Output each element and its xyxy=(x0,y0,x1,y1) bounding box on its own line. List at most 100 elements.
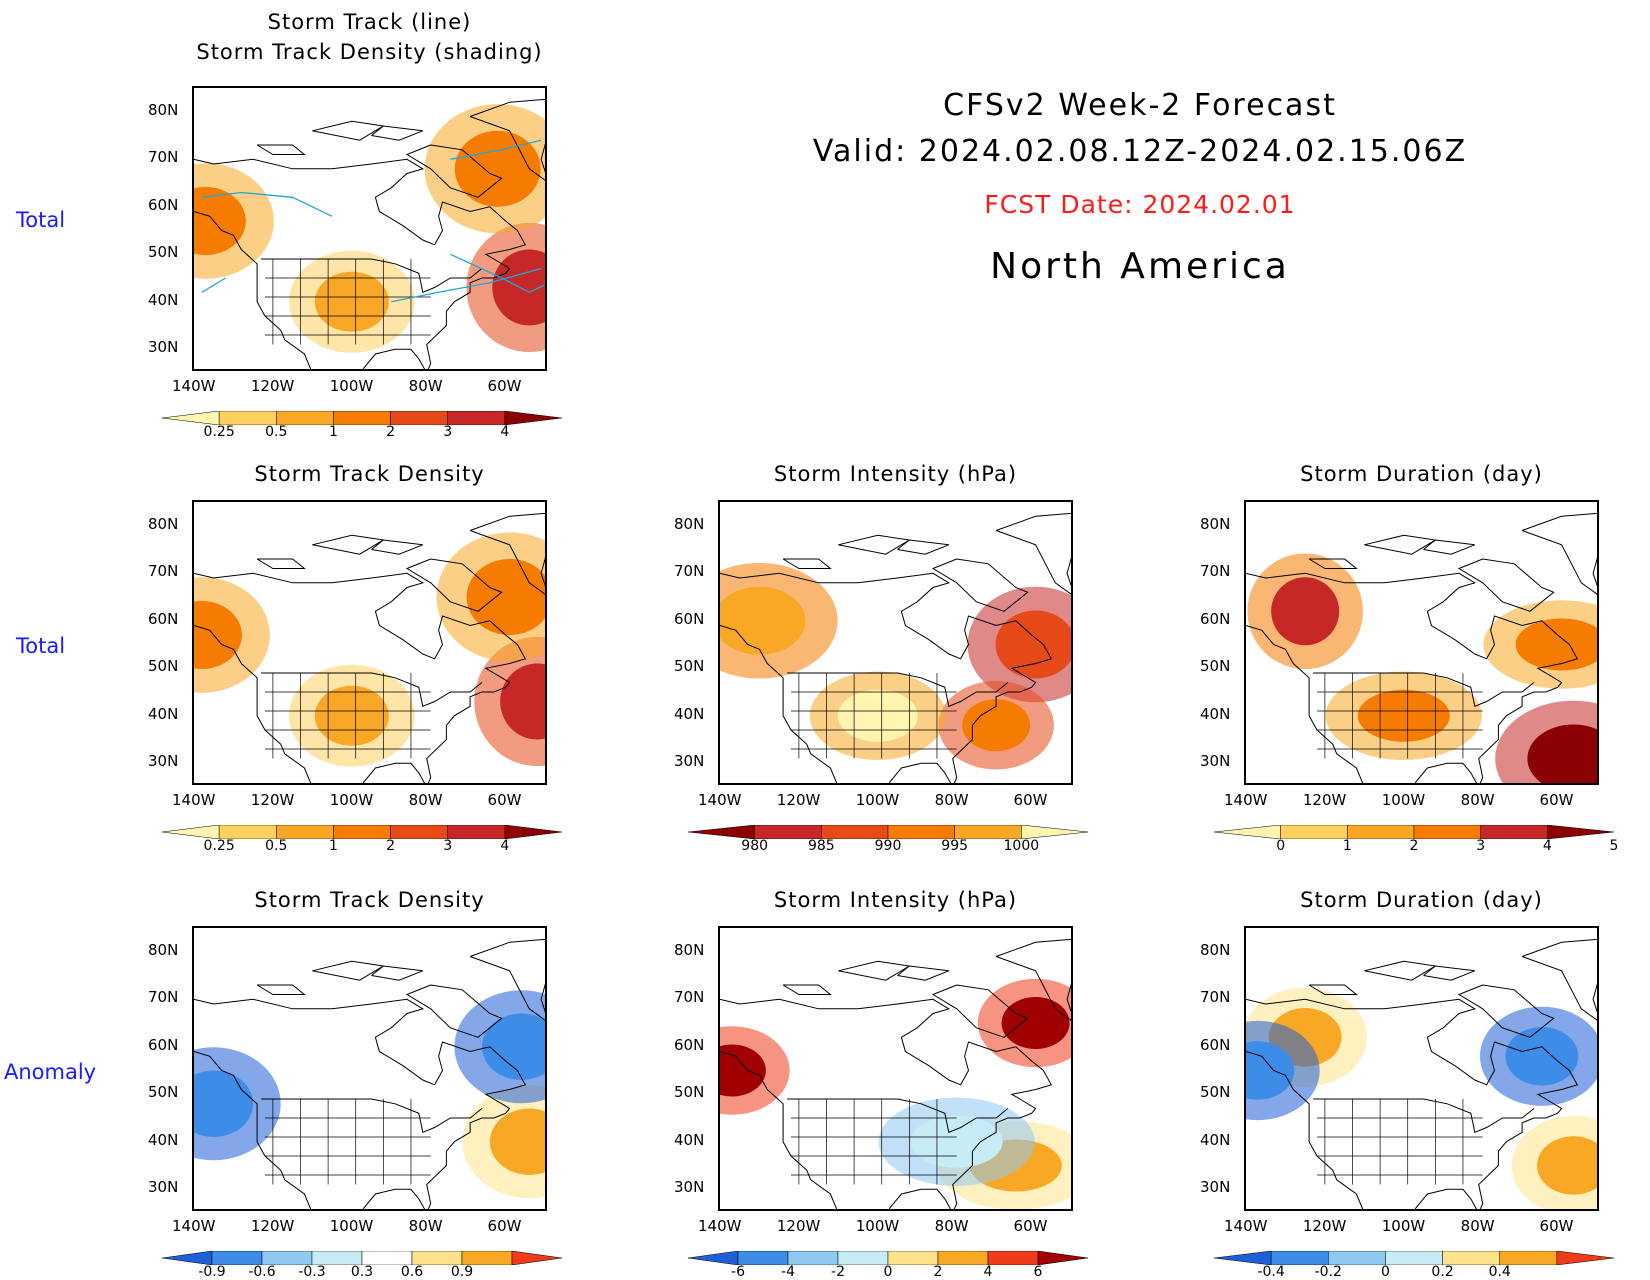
lat-tick-label: 50N xyxy=(674,1083,705,1102)
region-title: North America xyxy=(990,246,1290,287)
coastline xyxy=(256,144,306,155)
lat-tick-label: 30N xyxy=(1200,752,1231,771)
colorbar-tick-label: 1 xyxy=(328,838,338,854)
lon-tick-label: 60W xyxy=(487,1217,522,1235)
shade-region xyxy=(837,689,918,742)
colorbar-swatch xyxy=(390,411,448,425)
colorbar-tick-label: 5 xyxy=(1609,838,1619,854)
map-frame xyxy=(1244,500,1599,785)
lat-tick-label: 30N xyxy=(674,752,705,771)
colorbar-tick-label: 3 xyxy=(1476,838,1486,854)
chart-title: Storm Duration (day) xyxy=(1300,462,1543,486)
colorbar-swatch xyxy=(1347,825,1415,839)
storm-track-line xyxy=(391,267,542,303)
shade-region xyxy=(466,559,545,635)
coastline xyxy=(931,984,1029,1038)
colorbar xyxy=(687,1251,1089,1265)
shade-region xyxy=(314,685,389,746)
coastline xyxy=(312,120,385,141)
lat-tick-label: 50N xyxy=(148,243,179,262)
colorbar-tick-label: 0.5 xyxy=(265,838,288,854)
us-canada-border xyxy=(1313,1098,1535,1133)
colorbar-swatch xyxy=(461,1251,513,1265)
lat-tick-label: 60N xyxy=(148,609,179,628)
us-canada-border xyxy=(1313,672,1535,707)
row-label-anomaly: Anomaly xyxy=(4,1060,97,1084)
colorbar-tick-label: 2 xyxy=(933,1264,943,1280)
map-frame xyxy=(192,86,547,371)
shade-region xyxy=(454,130,541,207)
coastline xyxy=(1423,965,1475,981)
chart-title: Storm Track (line) xyxy=(267,10,472,34)
coastline xyxy=(1521,512,1597,595)
lon-tick-label: 140W xyxy=(172,377,216,395)
lat-tick-label: 40N xyxy=(148,1130,179,1149)
lat-tick-label: 60N xyxy=(148,1035,179,1054)
lon-tick-label: 100W xyxy=(329,1217,374,1235)
shade-region xyxy=(1536,1136,1597,1195)
colorbar-swatch xyxy=(837,1251,889,1265)
lon-tick-label: 100W xyxy=(855,791,900,809)
us-canada-border xyxy=(261,1098,483,1133)
map-frame xyxy=(718,926,1073,1211)
colorbar-swatch xyxy=(161,1251,213,1265)
coastline xyxy=(838,960,911,981)
shade-region xyxy=(194,187,246,255)
fcst-date: FCST Date: 2024.02.01 xyxy=(984,190,1296,219)
lon-tick-label: 60W xyxy=(1013,791,1048,809)
colorbar-tick-label: 0.5 xyxy=(265,424,288,440)
lon-tick-label: 140W xyxy=(698,1217,742,1235)
lon-tick-label: 80W xyxy=(934,1217,969,1235)
coastline xyxy=(312,534,385,555)
colorbar-tick-label: 0 xyxy=(1276,838,1286,854)
colorbar-swatch xyxy=(1442,1251,1500,1265)
colorbar-tick-label: -0.6 xyxy=(248,1264,276,1280)
lat-tick-label: 60N xyxy=(1200,609,1231,628)
lon-tick-label: 100W xyxy=(329,377,374,395)
colorbar-swatch xyxy=(787,1251,839,1265)
colorbar-tick-label: -0.4 xyxy=(1257,1264,1285,1280)
colorbar xyxy=(161,411,563,425)
colorbar-swatch xyxy=(504,411,563,425)
colorbar-tick-label: 0 xyxy=(1380,1264,1390,1280)
lat-tick-label: 70N xyxy=(148,562,179,581)
colorbar-tick-label: 3 xyxy=(443,838,453,854)
colorbar-swatch xyxy=(1213,1251,1272,1265)
shade-region xyxy=(1527,724,1597,783)
colorbar-swatch xyxy=(1547,825,1615,839)
us-canada-border xyxy=(261,258,483,293)
row-label-total-top: Total xyxy=(16,208,66,232)
storm-track-line xyxy=(201,191,333,217)
colorbar-swatch xyxy=(218,411,277,425)
lon-tick-label: 100W xyxy=(1381,1217,1426,1235)
lat-tick-label: 50N xyxy=(148,657,179,676)
colorbar-swatch xyxy=(1280,825,1348,839)
coastline xyxy=(405,558,503,612)
lat-tick-label: 70N xyxy=(1200,562,1231,581)
chart-title: Storm Track Density xyxy=(254,888,485,912)
colorbar-tick-label: 3 xyxy=(443,424,453,440)
colorbar-tick-label: 2 xyxy=(386,838,396,854)
map-frame xyxy=(192,926,547,1211)
lon-tick-label: 80W xyxy=(408,1217,443,1235)
lon-tick-label: 80W xyxy=(1460,1217,1495,1235)
coastline xyxy=(312,960,385,981)
colorbar-tick-label: -2 xyxy=(831,1264,845,1280)
coastline xyxy=(469,938,545,1021)
lon-tick-label: 120W xyxy=(1302,791,1347,809)
colorbar-swatch xyxy=(390,825,448,839)
lon-tick-label: 140W xyxy=(1224,791,1268,809)
colorbar-swatch xyxy=(276,825,334,839)
colorbar-swatch xyxy=(276,411,334,425)
coastline xyxy=(1423,539,1475,555)
lat-tick-label: 40N xyxy=(148,704,179,723)
colorbar-tick-label: 995 xyxy=(941,838,969,854)
coastline xyxy=(371,125,423,141)
shade-region xyxy=(194,601,242,669)
lon-tick-label: 60W xyxy=(1539,1217,1574,1235)
colorbar-tick-label: 0.25 xyxy=(203,838,235,854)
coastline xyxy=(1364,960,1437,981)
map-svg xyxy=(720,512,1071,783)
colorbar-tick-label: 4 xyxy=(500,424,510,440)
colorbar-swatch xyxy=(1037,1251,1089,1265)
